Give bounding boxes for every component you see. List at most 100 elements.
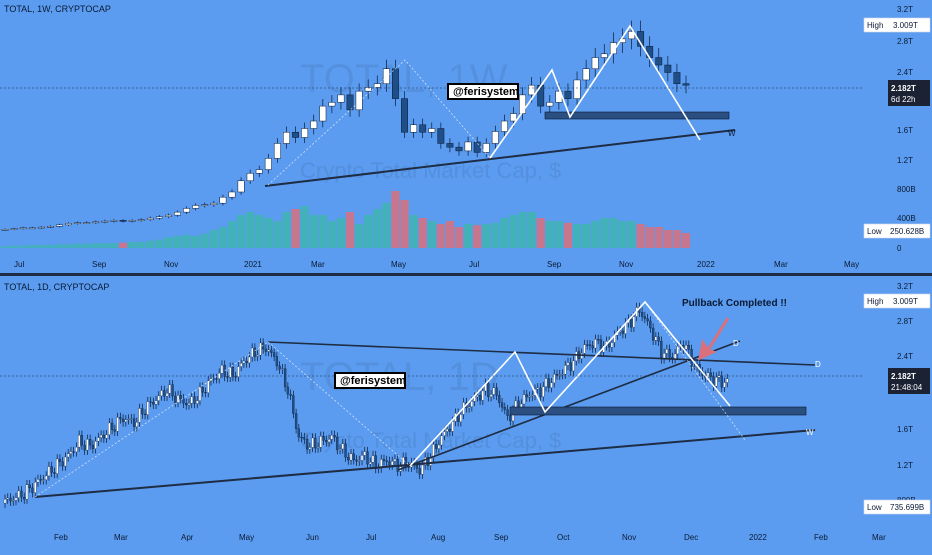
daily-x-tick: May [239,533,254,542]
weekly-volume-bar [191,236,200,248]
daily-candle-body [193,396,196,404]
weekly-candle-body [1,229,9,231]
weekly-volume-bar [463,224,473,248]
daily-chart-panel[interactable]: TOTAL, 1D, CRYPTOCAP TOTAL, 1D Crypto To… [0,282,931,542]
weekly-candle-body [183,208,191,213]
daily-candle-body [31,487,34,493]
weekly-volume-bar [527,212,536,248]
daily-candle-body [569,362,572,372]
weekly-candle-body [319,105,327,122]
weekly-brand-inner [449,85,517,98]
weekly-candle-body [655,57,663,66]
weekly-price-axis[interactable]: 3.2T 2.8T 2.4T 1.6T 1.2T 800B 400B 0 [897,5,916,253]
weekly-candle-body [664,64,672,73]
daily-price-value: 2.182T [891,372,916,381]
weekly-candle-body [428,128,436,133]
daily-pattern-line[interactable] [409,300,731,467]
daily-candle-body [94,441,97,449]
daily-candle-body [594,339,597,349]
weekly-volume-bar [654,227,663,248]
weekly-volume-bar [236,215,246,248]
weekly-volume-bar [418,218,427,248]
daily-trendline-top[interactable] [267,341,816,366]
daily-candle-body [154,400,158,405]
weekly-volume-bar [582,224,591,248]
daily-candle-body [424,457,427,466]
weekly-candle-body [219,196,227,204]
daily-candle-body [418,468,421,475]
weekly-pattern-line[interactable] [489,24,701,159]
daily-candle-body [610,342,614,348]
daily-candle-body [344,443,347,458]
daily-candle-body [23,497,26,500]
daily-trendline-bottom[interactable] [34,429,816,498]
weekly-trendline[interactable] [264,129,736,187]
weekly-volume-bar [273,221,282,248]
weekly-candle-body [464,141,472,152]
daily-candle-body [130,418,133,420]
weekly-candle-body [101,220,109,223]
weekly-candle-body [373,83,381,88]
daily-candle-body [185,403,188,406]
daily-candle-body [58,458,62,462]
daily-candle-body [498,395,501,403]
daily-candle-body [226,376,229,378]
weekly-volume-bar [291,209,300,248]
daily-support-zone[interactable] [509,406,807,416]
daily-candle-body [300,436,303,439]
daily-candle-body [168,384,171,394]
daily-candle-body [720,375,723,388]
weekly-volume-bar [9,245,19,248]
weekly-support-zone[interactable] [544,111,730,120]
weekly-chart-panel[interactable]: TOTAL, 1W, CRYPTOCAP TOTAL, 1W Crypto To… [0,0,931,269]
weekly-volume-bar [355,224,364,248]
weekly-volume-bar [345,212,355,248]
weekly-candle-body [137,219,145,221]
daily-candle-body [20,490,23,498]
weekly-candle-body [328,102,336,107]
weekly-volume-bar [563,222,573,248]
weekly-candle-body [246,173,254,182]
daily-candle-body [218,372,221,379]
daily-pattern-dotted-2 [644,301,746,441]
daily-candle-body [371,455,375,463]
daily-candle-body [536,387,539,390]
weekly-candle-body [491,131,499,144]
daily-candle-body [547,378,550,388]
weekly-time-axis[interactable]: Jul Sep Nov 2021 Mar May Jul Sep Nov 2022 Mar May [14,260,859,269]
weekly-y-tick: 2.8T [897,37,913,46]
weekly-volume-bar [118,242,128,248]
panel-separator[interactable] [0,273,932,276]
daily-candle-body [12,500,15,502]
daily-candle-body [640,312,644,317]
daily-candle-body [308,447,311,450]
daily-candle-body [347,457,350,461]
weekly-x-tick: Sep [92,260,107,269]
weekly-candle-body [609,42,617,55]
daily-candle-body [629,318,633,328]
daily-candle-body [201,387,204,393]
daily-x-tick: Feb [814,533,828,542]
daily-candle-body [684,345,688,350]
weekly-low-label: Low [867,227,882,236]
weekly-volume-bar [173,236,182,248]
daily-x-tick: Oct [557,533,570,542]
daily-candle-body [440,435,443,446]
weekly-volume-bar [182,234,191,248]
weekly-volume-bar [336,218,346,248]
weekly-candle-body [28,227,36,230]
daily-candle-body [550,382,553,388]
weekly-candle-body [337,94,345,103]
daily-candle-body [478,395,482,401]
weekly-candle-body [473,141,481,153]
daily-candle-body [586,344,589,346]
weekly-candle-body [355,90,363,111]
daily-candle-body [673,353,677,359]
daily-trendline-rising[interactable] [397,340,741,471]
daily-candle-body [160,390,163,397]
weekly-low-badge [863,223,931,239]
daily-candle-body [256,354,259,357]
daily-candle-body [231,367,235,377]
daily-time-axis[interactable]: Feb Mar Apr May Jun Jul Aug Sep Oct Nov Dec 2022 Feb… [54,533,886,542]
weekly-candle-body [46,226,54,228]
